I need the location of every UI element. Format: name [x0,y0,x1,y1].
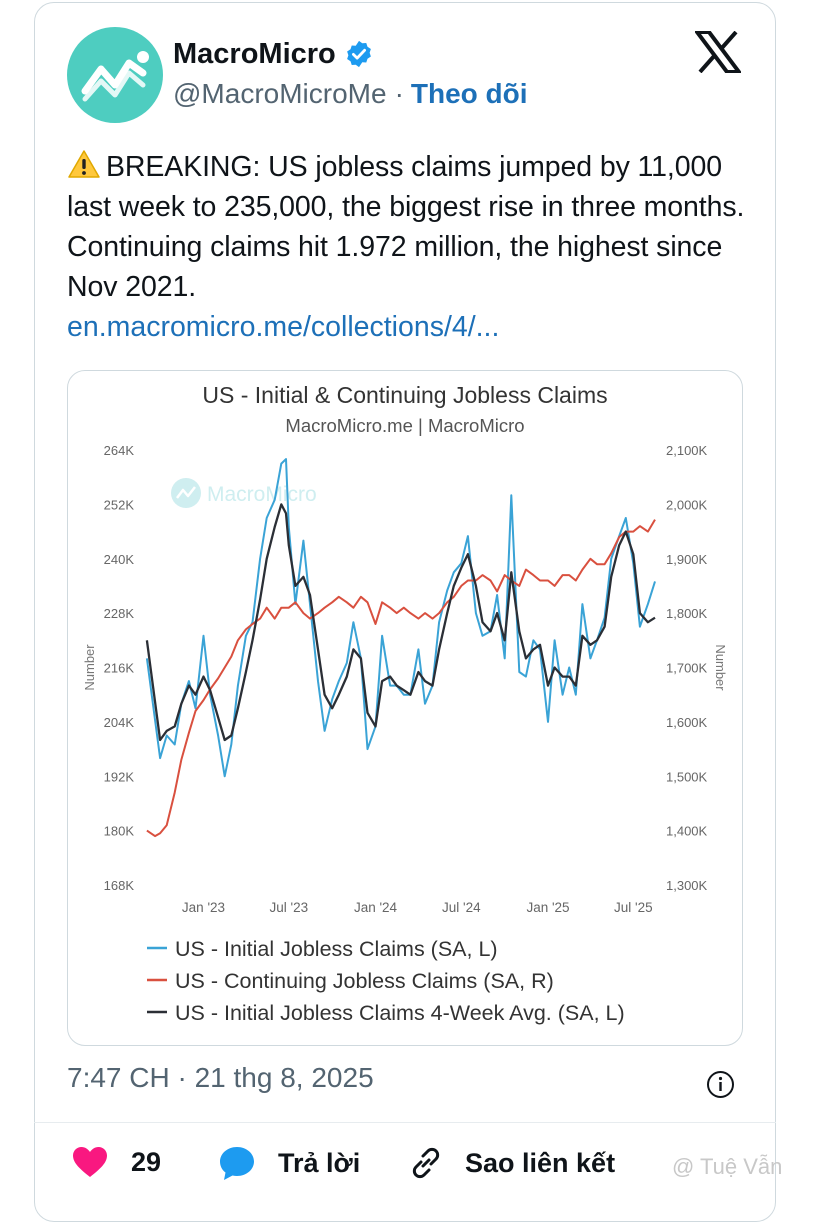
chart-subtitle: MacroMicro.me | MacroMicro [285,415,525,436]
tweet-body: BREAKING: US jobless claims jumped by 11… [67,151,753,303]
right-tick-label: 1,800K [666,606,708,621]
initial-claims-line [145,458,656,778]
x-tick-label: Jul '24 [442,900,481,915]
macromicro-logo-icon [81,51,149,102]
link-chain-icon [412,1147,440,1179]
image-watermark: @ Tuệ Vẫn [672,1154,782,1180]
warning-icon [68,150,100,178]
legend-label: US - Initial Jobless Claims (SA, L) [175,937,498,961]
right-tick-label: 1,300K [666,878,708,893]
right-tick-label: 2,000K [666,497,708,512]
x-tick-label: Jul '25 [614,900,653,915]
avatar[interactable] [67,27,163,123]
four-week-avg-line [145,503,656,742]
right-tick-label: 1,600K [666,715,708,730]
separator-dot: · [394,78,404,109]
x-tick-label: Jul '23 [269,900,308,915]
right-axis-label: Number [713,644,728,691]
chart-watermark-text: MacroMicro [207,483,317,506]
x-tick-label: Jan '24 [354,900,398,915]
like-button[interactable]: 29 [71,1145,161,1179]
chart-title: US - Initial & Continuing Jobless Claims [202,382,608,408]
chart-image[interactable]: US - Initial & Continuing Jobless Claims… [67,370,743,1046]
reply-bubble-icon [220,1147,254,1180]
verified-badge-icon [346,40,371,68]
left-tick-label: 240K [104,552,135,567]
x-tick-label: Jan '23 [182,900,225,915]
tweet-timestamp[interactable]: 7:47 CH · 21 thg 8, 2025 [67,1062,374,1093]
right-tick-label: 1,900K [666,552,708,567]
tweet-text: BREAKING: US jobless claims jumped by 11… [67,147,757,307]
left-tick-label: 228K [104,606,135,621]
left-axis-label: Number [82,644,97,691]
reply-label: Trả lời [278,1147,361,1178]
x-logo-icon[interactable] [695,31,741,73]
left-tick-label: 168K [104,878,135,893]
follow-button[interactable]: Theo dõi [410,78,528,109]
continuing-claims-line [146,519,656,838]
author-handle-row: @MacroMicroMe · Theo dõi [173,78,528,110]
copy-link-button[interactable]: Sao liên kết [408,1145,615,1181]
author-name[interactable]: MacroMicro [173,37,336,70]
tweet-link[interactable]: en.macromicro.me/collections/4/... [67,311,500,343]
left-tick-label: 192K [104,769,135,784]
right-tick-label: 1,700K [666,661,708,676]
left-tick-label: 216K [104,661,135,676]
author-handle[interactable]: @MacroMicroMe [173,78,387,109]
info-icon[interactable] [706,1070,735,1099]
right-tick-label: 1,500K [666,769,708,784]
x-tick-label: Jan '25 [526,900,569,915]
reply-button[interactable]: Trả lời [218,1145,360,1181]
heart-icon [73,1147,107,1177]
right-tick-label: 1,400K [666,824,708,839]
left-tick-label: 180K [104,824,135,839]
chart-watermark: MacroMicro [171,478,317,508]
copy-link-label: Sao liên kết [465,1147,616,1178]
right-tick-label: 2,100K [666,443,708,458]
legend-label: US - Continuing Jobless Claims (SA, R) [175,969,554,993]
like-count: 29 [131,1146,162,1177]
legend-label: US - Initial Jobless Claims 4-Week Avg. … [175,1001,625,1025]
watermark-text: @ Tuệ Vẫn [672,1154,783,1179]
jobless-claims-chart: MacroMicro 264K 252K 240K 228K 216K 204K 192K 1… [82,443,728,1025]
left-tick-label: 264K [104,443,135,458]
left-tick-label: 204K [104,715,135,730]
left-tick-label: 252K [104,497,135,512]
actions-divider [34,1122,776,1123]
author-name-row: MacroMicro [173,36,374,72]
